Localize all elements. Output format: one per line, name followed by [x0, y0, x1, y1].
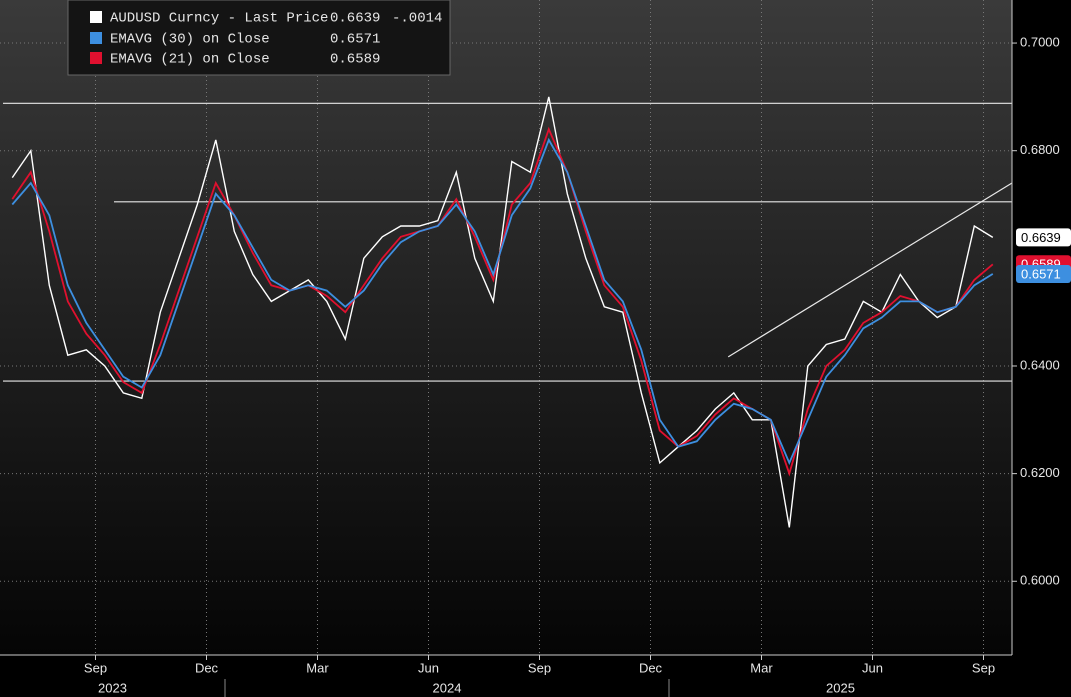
x-tick-label: Sep — [528, 660, 551, 675]
price-tag — [1016, 228, 1071, 247]
legend: AUDUSD Curncy - Last Price 0.6639 -.0014… — [67, 0, 451, 76]
y-tick-label: 0.6800 — [1020, 142, 1060, 157]
x-tick-label: Mar — [750, 660, 773, 675]
legend-swatch — [90, 32, 102, 44]
x-tick-label: Sep — [972, 660, 995, 675]
legend-box — [67, 0, 451, 76]
plot-background — [0, 0, 1012, 655]
legend-label: EMAVG (21) on Close — [110, 52, 270, 68]
legend-label: AUDUSD Curncy - Last Price — [110, 11, 328, 27]
price-tag — [1016, 264, 1071, 283]
x-tick-label: Jun — [862, 660, 883, 675]
series-line — [11, 137, 994, 466]
series-line — [11, 96, 994, 528]
y-tick-label: 0.6000 — [1020, 573, 1060, 588]
x-tick-label: Dec — [195, 660, 219, 675]
legend-value: 0.6589 — [330, 52, 380, 68]
year-label: 2023 — [98, 680, 127, 695]
legend-value: 0.6571 — [330, 32, 380, 48]
legend-swatch — [90, 52, 102, 64]
year-label: 2024 — [433, 680, 462, 695]
y-tick-label: 0.6400 — [1020, 357, 1060, 372]
x-tick-label: Mar — [306, 660, 329, 675]
trend-line — [727, 182, 1013, 358]
year-label: 2025 — [826, 680, 855, 695]
legend-label: EMAVG (30) on Close — [110, 32, 270, 48]
price-tag-label: 0.6571 — [1021, 266, 1061, 281]
y-tick-label: 0.7000 — [1020, 34, 1060, 49]
legend-change: -.0014 — [392, 11, 442, 27]
x-tick-label: Sep — [84, 660, 107, 675]
price-tag-label: 0.6639 — [1021, 230, 1061, 245]
x-tick-label: Jun — [418, 660, 439, 675]
legend-swatch — [90, 11, 102, 23]
y-tick-label: 0.6200 — [1020, 465, 1060, 480]
legend-value: 0.6639 — [330, 11, 380, 27]
x-tick-label: Dec — [639, 660, 663, 675]
